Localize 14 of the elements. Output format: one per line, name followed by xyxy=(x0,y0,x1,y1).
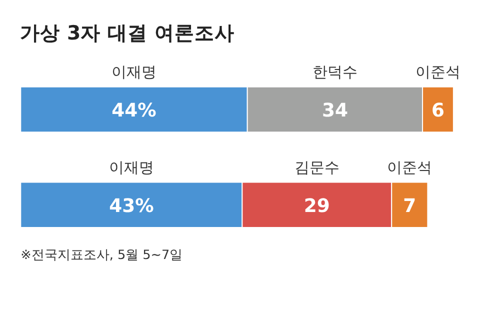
series-label: 김문수 xyxy=(294,159,340,176)
chart-title: 가상 3자 대결 여론조사 xyxy=(20,22,234,45)
data-label: 34 xyxy=(322,100,348,122)
series-label: 이재명 xyxy=(112,64,157,82)
series-label: 한덕수 xyxy=(312,64,358,82)
data-label: 43% xyxy=(109,196,154,217)
data-label: 29 xyxy=(304,196,330,217)
data-label: 6 xyxy=(431,100,444,122)
series-label: 이준석 xyxy=(415,64,460,82)
data-label: 44% xyxy=(112,100,157,122)
text: ※전국지표조사, 5월 5~7일 xyxy=(20,248,183,263)
data-label: 7 xyxy=(403,196,416,217)
series-label: 이준석 xyxy=(387,159,432,176)
series-label: 이재명 xyxy=(108,159,154,176)
